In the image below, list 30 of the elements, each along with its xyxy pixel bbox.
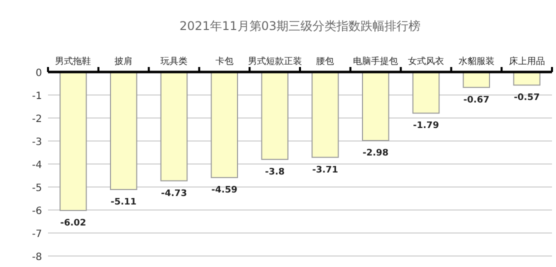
x-tick-label: 卡包 <box>215 56 234 67</box>
data-label: -1.79 <box>413 121 439 132</box>
x-tick-label: 女式风衣 <box>408 56 444 67</box>
x-tick-label: 腰包 <box>316 56 334 67</box>
data-label: -3.8 <box>264 167 285 178</box>
y-tick-label: 0 <box>36 68 42 79</box>
x-tick-label: 水貂服装 <box>458 56 494 67</box>
y-tick-label: -7 <box>32 229 42 240</box>
y-tick-label: -2 <box>32 114 42 125</box>
data-label: -6.02 <box>60 218 86 228</box>
data-label: -0.57 <box>514 93 540 104</box>
data-label: -4.59 <box>211 186 238 196</box>
data-label: -4.73 <box>161 188 187 199</box>
chart-title: 2021年11月第03期三级分类指数跌幅排行榜 <box>179 19 421 33</box>
y-tick-label: -8 <box>32 252 42 263</box>
x-tick-label: 男式短款正装 <box>248 56 302 67</box>
data-label: -0.67 <box>463 95 490 106</box>
x-tick-label: 披肩 <box>114 56 133 67</box>
y-tick-label: -1 <box>32 91 42 102</box>
x-tick-label: 床上用品 <box>508 56 545 67</box>
y-tick-label: -3 <box>32 137 42 148</box>
data-label: -5.11 <box>110 198 137 208</box>
y-tick-label: -6 <box>32 206 42 217</box>
data-label: -3.71 <box>312 165 338 176</box>
data-label: -2.98 <box>362 148 389 159</box>
x-tick-label: 男式拖鞋 <box>55 56 92 67</box>
y-tick-label: -5 <box>32 183 42 194</box>
x-tick-label: 玩具类 <box>160 56 188 67</box>
x-tick-label: 电脑手提包 <box>353 56 398 67</box>
y-tick-label: -4 <box>32 160 42 171</box>
